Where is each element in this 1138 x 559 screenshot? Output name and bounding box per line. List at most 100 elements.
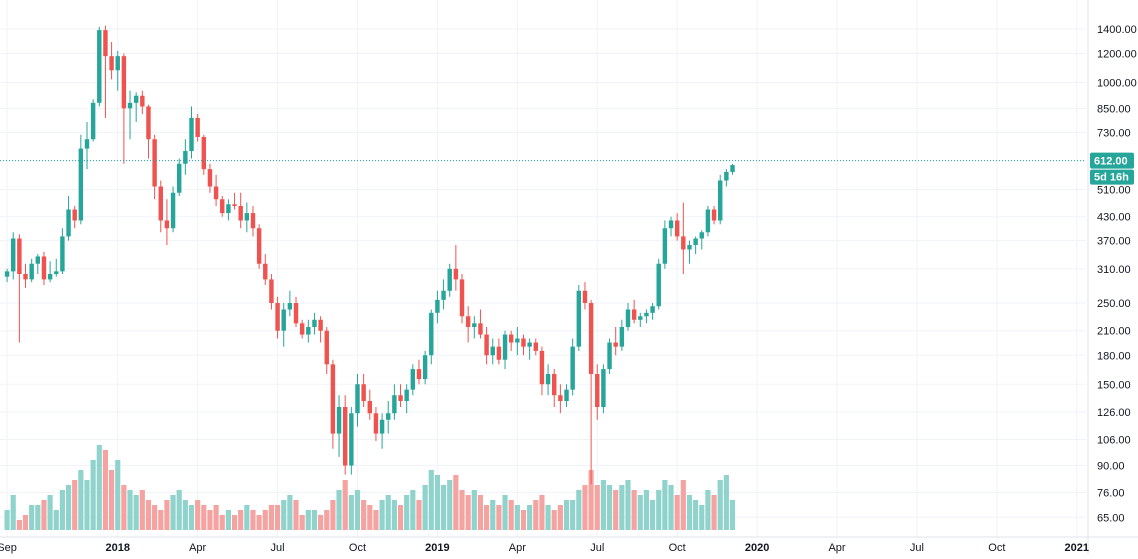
volume-bar (35, 505, 41, 530)
volume-bar (367, 505, 373, 530)
volume-bar (84, 480, 90, 530)
volume-bar (459, 490, 465, 530)
volume-bar (563, 500, 570, 530)
volume-bar (397, 505, 404, 530)
volume-bar (176, 490, 182, 530)
candle-body (699, 232, 704, 239)
candle-body (183, 151, 188, 164)
candle-body (189, 117, 194, 152)
candle-body (681, 236, 686, 250)
candle-body (459, 279, 465, 317)
volume-bar (619, 485, 625, 530)
candle-body (158, 186, 163, 221)
candle-body (379, 419, 385, 434)
volume-bar (225, 510, 231, 530)
candle-body (576, 290, 582, 347)
volume-bar (145, 500, 152, 530)
price-tick-label: 1000.00 (1097, 77, 1137, 89)
candle-body (78, 148, 84, 221)
time-tick-label: Apr (189, 542, 206, 554)
candle-body (638, 316, 643, 320)
candle-body (250, 213, 256, 229)
candle-body (705, 209, 711, 233)
volume-bar (244, 505, 250, 530)
candle-body (207, 169, 213, 187)
candle-body (23, 274, 28, 280)
volume-bar (47, 495, 53, 530)
volume-bar (471, 490, 477, 530)
volume-bar (293, 500, 299, 530)
volume-bar (576, 490, 582, 530)
candle-body (269, 279, 274, 304)
candle-body (287, 303, 293, 310)
candle-body (472, 323, 477, 327)
time-tick-label: Jul (271, 542, 285, 554)
volume-bar (287, 495, 293, 530)
candle-body (152, 139, 157, 187)
volume-bar (729, 500, 736, 530)
candle-body (133, 95, 139, 103)
volume-bar (613, 490, 619, 530)
candle-body (631, 309, 637, 320)
time-tick-label: Apr (509, 542, 526, 554)
candle-body (717, 180, 723, 221)
volume-bar (379, 500, 385, 530)
price-tick-label: 150.00 (1097, 379, 1131, 391)
price-tick-label: 90.00 (1097, 461, 1125, 473)
candle-body (730, 165, 735, 172)
volume-bar (231, 515, 238, 530)
candle-body (90, 102, 96, 140)
price-tick-label: 76.00 (1097, 487, 1125, 499)
volume-bar (238, 510, 244, 530)
volume-bar (557, 505, 563, 530)
time-tick-label: Apr (828, 542, 845, 554)
volume-bar (336, 490, 342, 530)
volume-bar (305, 510, 311, 530)
volume-bar (606, 485, 613, 530)
volume-bar (434, 475, 440, 530)
volume-bar (109, 470, 115, 530)
time-tick-label: 2020 (745, 542, 769, 554)
volume-bar (650, 500, 656, 530)
candle-body (662, 228, 668, 264)
price-axis[interactable]: 1400.00 1200.00 1000.00 850.00 730.00 510.00 4… (1097, 24, 1137, 524)
candle-body (54, 271, 59, 274)
volume-bar (342, 480, 348, 530)
volume-bar (643, 490, 650, 530)
volume-bar (631, 490, 637, 530)
candle-body (336, 407, 342, 434)
candle-body (121, 56, 127, 109)
volume-bar (311, 510, 318, 530)
volume-bar (545, 505, 551, 530)
candle-body (404, 389, 409, 402)
time-axis[interactable]: Sep 2018 Apr Jul Oct 2019 Apr Jul Oct 2020 Apr Jul O… (0, 542, 1089, 554)
volume-bar (465, 495, 471, 530)
candle-body (668, 220, 674, 229)
candle-body (619, 326, 625, 347)
candle-body (416, 369, 422, 380)
volume-bar (164, 500, 170, 530)
candle-body (293, 303, 299, 324)
volume-bar (588, 470, 594, 530)
candle-body (342, 407, 348, 466)
candle-body (4, 271, 10, 277)
candle-body (650, 306, 655, 313)
candle-body (545, 373, 551, 385)
candle-body (386, 413, 391, 420)
candle-body (367, 401, 373, 414)
candle-body (435, 299, 440, 313)
candle-body (361, 384, 366, 402)
candle-body (324, 330, 329, 365)
candle-body (527, 342, 532, 347)
candle-body (539, 350, 545, 385)
candle-body (17, 238, 22, 274)
volume-bar (594, 485, 600, 530)
volume-bar (127, 490, 133, 530)
volume-bar (391, 500, 397, 530)
volume-bar (410, 490, 416, 530)
candle-body (115, 56, 120, 71)
candle-body (564, 389, 569, 402)
